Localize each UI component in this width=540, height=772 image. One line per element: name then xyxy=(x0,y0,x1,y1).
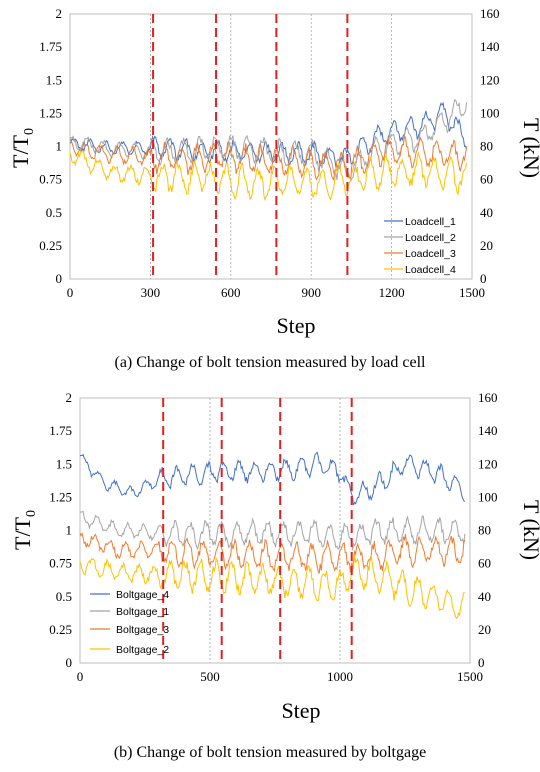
chart-a-y-tick-label: 1 xyxy=(56,139,63,154)
chart-a-x-tick-label: 1500 xyxy=(459,285,485,300)
chart-a-y-tick-label: 1.25 xyxy=(39,105,62,120)
chart-a-y2-tick-label: 120 xyxy=(480,72,500,87)
chart-b-legend-item: Boltgage_2 xyxy=(90,644,169,656)
chart-b-y2-tick-label: 40 xyxy=(478,589,491,604)
chart-b-x-tick-label: 0 xyxy=(77,669,84,684)
chart-a-y2-tick-label: 40 xyxy=(480,205,493,220)
chart-a-caption: (a) Change of bolt tension measured by l… xyxy=(114,354,426,371)
chart-a-x-tick-label: 900 xyxy=(301,285,321,300)
chart-a-y2-tick-label: 140 xyxy=(480,39,500,54)
chart-a-markers xyxy=(152,14,349,279)
chart-b-y2-tick-label: 120 xyxy=(478,456,498,471)
chart-b-y-tick-label: 1.5 xyxy=(56,456,72,471)
chart-b-legend-item: Boltgage_3 xyxy=(90,624,169,636)
chart-b-legend-item: Boltgage_1 xyxy=(90,606,169,618)
chart-b-y2-tick-label: 60 xyxy=(478,556,491,571)
chart-b-x-tick-label: 500 xyxy=(200,669,220,684)
chart-a-y-tick-label: 2 xyxy=(56,6,63,21)
chart-a-ylabel-right: T (kN) xyxy=(519,118,540,178)
chart-a-legend-item: Loadcell_2 xyxy=(384,232,456,244)
chart-a-x-tick-label: 600 xyxy=(221,285,241,300)
chart-b-gridlines xyxy=(209,398,341,663)
chart-b-markers xyxy=(162,398,353,663)
svg-text:T/T0: T/T0 xyxy=(8,128,37,168)
chart-a-y-tick-label: 1.5 xyxy=(46,72,62,87)
chart-a-y-tick-label: 0 xyxy=(56,271,63,286)
chart-a-legend-item: Loadcell_4 xyxy=(384,264,456,276)
chart-b: 0 500 1000 150000.250.50.7511.251.51.752020… xyxy=(10,390,540,761)
chart-b-y2-tick-label: 0 xyxy=(478,655,485,670)
chart-b-y-tick-label: 0.5 xyxy=(56,589,72,604)
chart-a-y-tick-label: 1.75 xyxy=(39,39,62,54)
chart-b-y-tick-label: 0 xyxy=(66,655,73,670)
chart-a-y2-tick-label: 60 xyxy=(480,172,493,187)
svg-text:Boltgage_4: Boltgage_4 xyxy=(116,589,169,601)
chart-b-legend: Boltgage_4 Boltgage_1 Boltgage_3 Boltgag… xyxy=(90,589,169,656)
chart-a-xlabel: Step xyxy=(276,313,315,338)
chart-b-y2-tick-label: 100 xyxy=(478,489,498,504)
chart-a-series xyxy=(69,98,468,202)
chart-a-ylabel-left: T/T0 xyxy=(8,128,37,168)
chart-a-y2-tick-label: 80 xyxy=(480,139,493,154)
chart-a-series-line xyxy=(69,135,468,182)
chart-b-series-line xyxy=(79,451,466,506)
chart-b-series xyxy=(79,451,466,620)
chart-b-x-tick-label: 1500 xyxy=(457,669,483,684)
svg-text:Loadcell_1: Loadcell_1 xyxy=(405,216,456,228)
chart-b-series-line xyxy=(79,554,465,620)
chart-a-legend-item: Loadcell_3 xyxy=(384,248,456,260)
chart-a-y-tick-label: 0.75 xyxy=(39,172,62,187)
chart-b-y-tick-label: 1.75 xyxy=(49,423,72,438)
chart-b-ticks: 0 500 1000 150000.250.50.7511.251.51.752020… xyxy=(49,390,497,684)
svg-text:T/T0: T/T0 xyxy=(10,510,39,550)
chart-b-plot-area xyxy=(79,397,471,664)
chart-b-y-tick-label: 2 xyxy=(66,390,73,405)
chart-a-y2-tick-label: 20 xyxy=(480,238,493,253)
chart-b-y2-tick-label: 160 xyxy=(478,390,498,405)
chart-b-y-tick-label: 1 xyxy=(66,523,73,538)
svg-text:Boltgage_2: Boltgage_2 xyxy=(116,644,169,656)
svg-text:Boltgage_3: Boltgage_3 xyxy=(116,624,169,636)
chart-b-series-line xyxy=(79,531,466,574)
svg-text:Loadcell_4: Loadcell_4 xyxy=(405,264,456,276)
chart-a-y-tick-label: 0.5 xyxy=(46,205,62,220)
chart-a-y-tick-label: 0.25 xyxy=(39,238,62,253)
chart-b-y-tick-label: 0.75 xyxy=(49,556,72,571)
chart-a-y2-tick-label: 100 xyxy=(480,105,500,120)
chart-a-x-tick-label: 0 xyxy=(67,285,74,300)
chart-b-legend-item: Boltgage_4 xyxy=(90,589,169,601)
chart-b-y2-tick-label: 80 xyxy=(478,523,491,538)
chart-a-x-tick-label: 300 xyxy=(141,285,161,300)
chart-a-x-tick-label: 1200 xyxy=(379,285,405,300)
chart-b-xlabel: Step xyxy=(281,698,320,723)
chart-b-y2-tick-label: 20 xyxy=(478,622,491,637)
chart-a-legend: Loadcell_1 Loadcell_2 Loadcell_3 Loadcel… xyxy=(384,216,456,276)
chart-b-y-tick-label: 1.25 xyxy=(49,489,72,504)
chart-a-y2-tick-label: 160 xyxy=(480,6,500,21)
chart-b-ylabel-left: T/T0 xyxy=(10,510,39,550)
chart-b-ylabel-right: T (kN) xyxy=(519,500,540,560)
chart-b-caption: (b) Change of bolt tension measured by b… xyxy=(114,744,426,761)
chart-a-ticks: 0 300 600 900 1200 150000.250.50.7511.251.51.… xyxy=(39,6,499,300)
chart-a: 0 300 600 900 1200 150000.250.50.7511.251.51.… xyxy=(8,6,540,371)
chart-b-y2-tick-label: 140 xyxy=(478,423,498,438)
chart-b-x-tick-label: 1000 xyxy=(327,669,353,684)
svg-text:Loadcell_3: Loadcell_3 xyxy=(405,248,456,260)
svg-text:Boltgage_1: Boltgage_1 xyxy=(116,606,169,618)
chart-b-y-tick-label: 0.25 xyxy=(49,622,72,637)
chart-a-y2-tick-label: 0 xyxy=(480,271,487,286)
chart-b-series-line xyxy=(80,510,466,551)
chart-a-legend-item: Loadcell_1 xyxy=(384,216,456,228)
svg-text:Loadcell_2: Loadcell_2 xyxy=(405,232,456,244)
chart-a-series-line xyxy=(69,150,468,202)
